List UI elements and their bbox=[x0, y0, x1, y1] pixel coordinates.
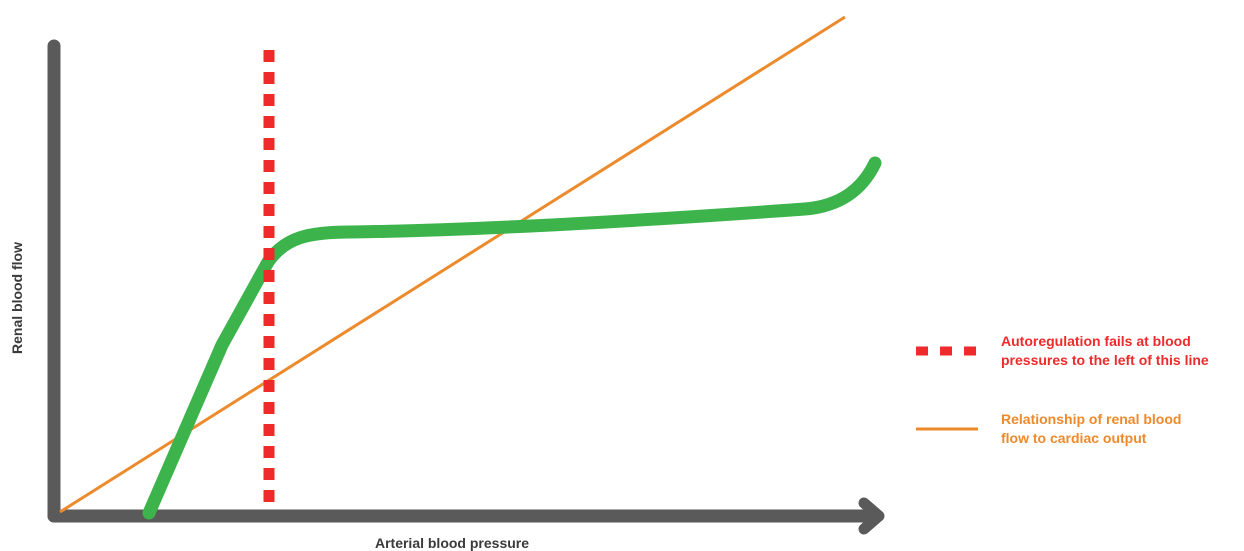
legend-threshold-line1: Autoregulation fails at blood bbox=[1001, 333, 1191, 349]
y-axis-title: Renal blood flow bbox=[9, 242, 25, 354]
legend-cardiac-output-line2: flow to cardiac output bbox=[1001, 430, 1147, 446]
legend-threshold-label: Autoregulation fails at blood pressures … bbox=[1001, 333, 1209, 368]
legend: Autoregulation fails at blood pressures … bbox=[916, 333, 1209, 446]
autoregulation-curve bbox=[142, 156, 882, 520]
legend-item-cardiac-output: Relationship of renal blood flow to card… bbox=[916, 411, 1185, 446]
x-axis-title: Arterial blood pressure bbox=[375, 535, 529, 551]
legend-cardiac-output-label: Relationship of renal blood flow to card… bbox=[1001, 411, 1185, 446]
legend-item-threshold: Autoregulation fails at blood pressures … bbox=[916, 333, 1209, 368]
legend-cardiac-output-line1: Relationship of renal blood bbox=[1001, 411, 1181, 427]
legend-threshold-line2: pressures to the left of this line bbox=[1001, 352, 1209, 368]
x-axis-arrowhead bbox=[858, 497, 885, 535]
